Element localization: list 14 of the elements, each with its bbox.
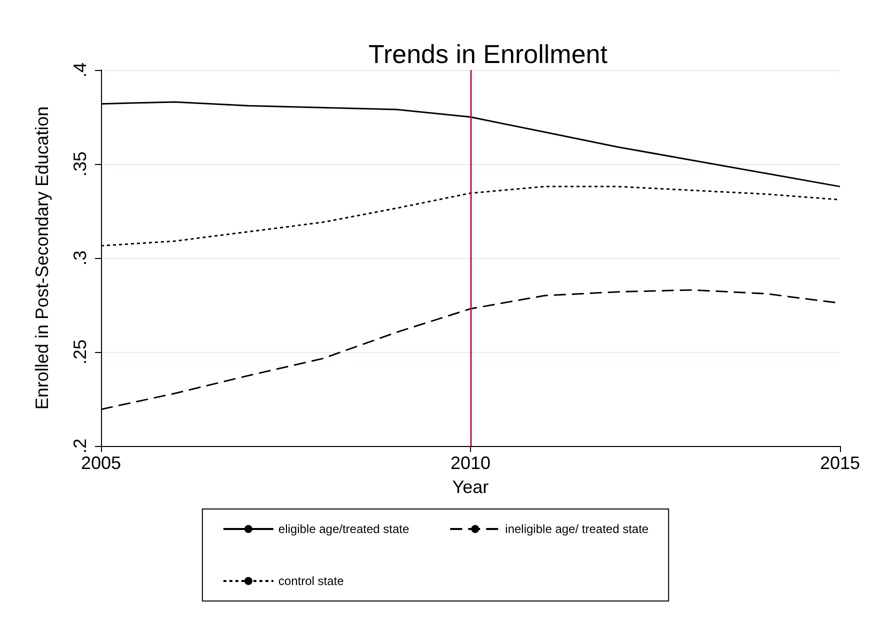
x-tick-label: 2010 — [450, 453, 491, 473]
y-tick-label: .35 — [70, 151, 90, 177]
chart-title: Trends in Enrollment — [368, 39, 608, 69]
x-tick-label: 2005 — [80, 453, 122, 473]
legend-label: ineligible age/ treated state — [505, 522, 649, 536]
y-tick-label: .4 — [70, 62, 90, 78]
legend-label: eligible age/treated state — [278, 522, 410, 536]
y-tick-label: .3 — [70, 250, 90, 266]
y-tick-label: .25 — [70, 339, 90, 365]
x-tick-label: 2015 — [820, 453, 860, 473]
y-tick-label: .2 — [70, 438, 90, 454]
x-axis-title: Year — [452, 477, 489, 497]
legend-label: control state — [278, 574, 344, 588]
y-axis-title: Enrolled in Post-Secondary Education — [32, 106, 52, 410]
